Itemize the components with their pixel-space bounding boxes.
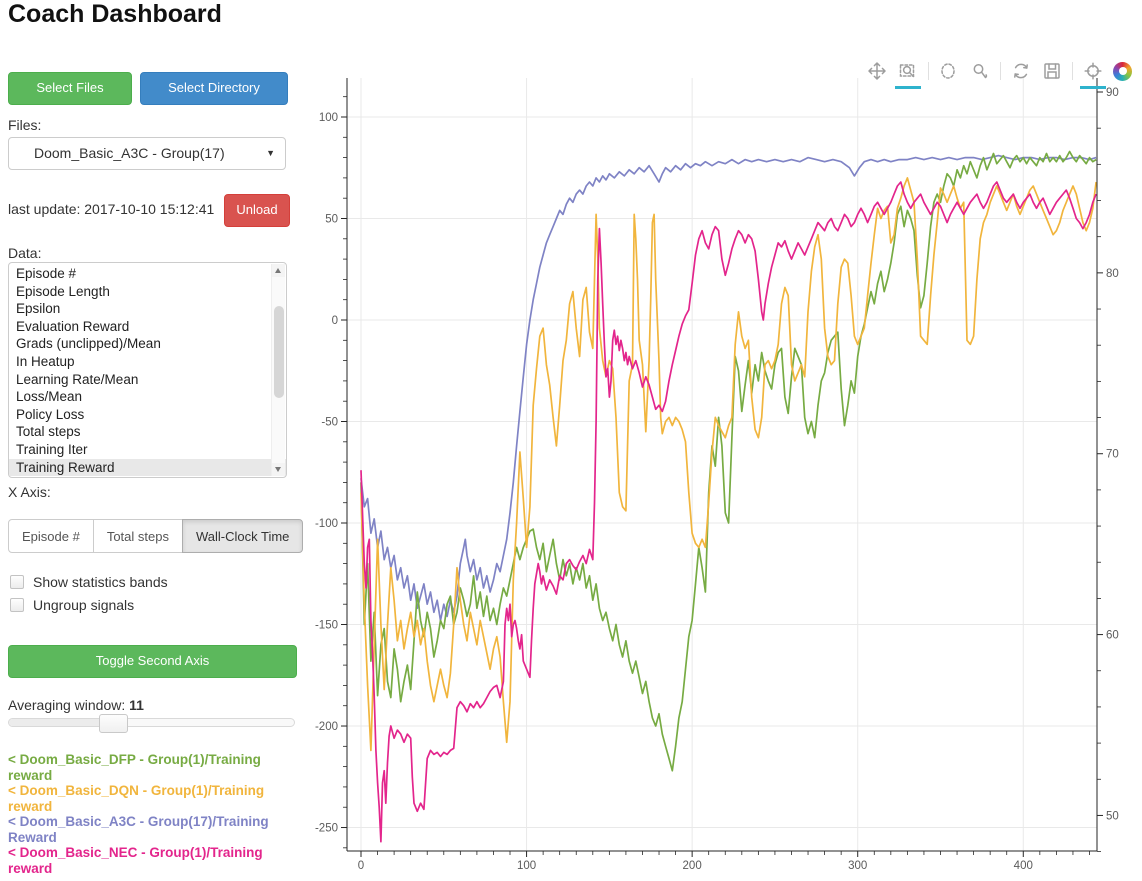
averaging-window-slider[interactable] (8, 714, 295, 733)
left-y-tick-label: 50 (325, 213, 338, 225)
legend-item-dfp[interactable]: < Doom_Basic_DFP - Group(1)/Training rew… (8, 752, 261, 783)
data-list-item[interactable]: Episode Length (16, 283, 110, 299)
legend-item-a3c[interactable]: < Doom_Basic_A3C - Group(17)/Training Re… (8, 814, 269, 845)
right-y-tick-label: 50 (1106, 810, 1119, 822)
chevron-down-icon: ▼ (266, 148, 275, 158)
series-line (360, 181, 1097, 843)
toolbar-separator (1000, 62, 1001, 80)
data-list-item[interactable]: Policy Loss (16, 406, 85, 422)
left-y-tick-label: -150 (315, 620, 338, 632)
averaging-window-value: 11 (129, 697, 144, 713)
left-y-tick-label: -250 (315, 823, 338, 835)
data-label: Data: (8, 245, 42, 261)
bokeh-logo-icon[interactable] (1113, 61, 1132, 81)
data-listbox[interactable]: Episode # Episode Length Epsilon Evaluation… (8, 262, 287, 478)
x-axis-option-episode-[interactable]: Episode # (8, 519, 94, 553)
page-title: Coach Dashboard (8, 0, 222, 28)
data-list-item[interactable]: Epsilon (16, 301, 61, 317)
legend-item-dqn[interactable]: < Doom_Basic_DQN - Group(1)/Training rew… (8, 783, 265, 814)
x-tick-label: 200 (683, 860, 702, 872)
series-line (360, 154, 1097, 622)
left-y-tick-label: 100 (319, 112, 338, 124)
data-list-item[interactable]: Loss/Mean (16, 389, 83, 405)
scroll-down-icon[interactable] (272, 463, 285, 476)
show-statistics-bands-checkbox[interactable] (10, 575, 24, 589)
data-list-item[interactable]: Evaluation Reward (16, 318, 130, 334)
unload-button[interactable]: Unload (224, 194, 290, 227)
data-list-item[interactable]: Episode # (16, 266, 77, 281)
series-line (360, 150, 1097, 772)
lasso-select-icon[interactable] (938, 60, 960, 82)
left-y-tick-label: -200 (315, 721, 338, 733)
show-statistics-bands-label: Show statistics bands (33, 574, 168, 590)
right-y-tick-label: 90 (1106, 87, 1119, 99)
x-axis-button-group: Episode # Total steps Wall-Clock Time (8, 519, 304, 553)
show-statistics-bands-row: Show statistics bands (10, 574, 168, 590)
save-icon[interactable] (1041, 60, 1063, 82)
files-label: Files: (8, 117, 42, 133)
ungroup-signals-checkbox[interactable] (10, 598, 24, 612)
hover-icon[interactable] (1080, 60, 1106, 89)
data-list-item[interactable]: Grads (unclipped)/Mean (16, 336, 161, 352)
pan-icon[interactable] (866, 60, 888, 82)
reset-icon[interactable] (1010, 60, 1032, 82)
x-tick-label: 0 (358, 860, 364, 872)
sidebar: Coach Dashboard Select Files Select Dire… (0, 0, 320, 881)
data-list-item[interactable]: Training Iter (16, 441, 88, 457)
wheel-zoom-icon[interactable] (969, 60, 991, 82)
select-files-button[interactable]: Select Files (8, 72, 132, 105)
scroll-up-icon[interactable] (272, 264, 285, 277)
file-select-dropdown[interactable]: Doom_Basic_A3C - Group(17) ▼ (8, 137, 286, 170)
data-list-item[interactable]: In Heatup (16, 353, 75, 369)
slider-fill (9, 719, 107, 726)
right-y-tick-label: 80 (1106, 268, 1119, 280)
toggle-second-axis-button[interactable]: Toggle Second Axis (8, 645, 297, 678)
legend-item-nec[interactable]: < Doom_Basic_NEC - Group(1)/Training rew… (8, 845, 263, 876)
select-directory-button[interactable]: Select Directory (140, 72, 288, 105)
plot-toolbar (866, 60, 1132, 89)
slider-thumb[interactable] (99, 714, 128, 733)
x-tick-label: 100 (517, 860, 536, 872)
scrollbar-thumb[interactable] (273, 306, 284, 398)
last-update-text: last update: 2017-10-10 15:12:41 (8, 201, 215, 217)
right-y-tick-label: 70 (1106, 449, 1119, 461)
legend: < Doom_Basic_DFP - Group(1)/Training rew… (8, 752, 292, 876)
x-axis-option-wall-clock-time[interactable]: Wall-Clock Time (181, 519, 304, 553)
right-y-tick-label: 60 (1106, 630, 1119, 642)
toolbar-separator (1072, 62, 1073, 80)
box-zoom-icon[interactable] (895, 60, 921, 89)
scrollbar[interactable] (271, 264, 285, 476)
left-y-tick-label: -100 (315, 518, 338, 530)
x-axis-option-total-steps[interactable]: Total steps (92, 519, 183, 553)
x-tick-label: 400 (1014, 860, 1033, 872)
series-line (360, 177, 1097, 752)
ungroup-signals-label: Ungroup signals (33, 597, 135, 613)
left-y-tick-label: -50 (321, 417, 338, 429)
file-select-value: Doom_Basic_A3C - Group(17) (34, 145, 225, 161)
data-list-item[interactable]: Training Reward (9, 458, 286, 477)
averaging-window-label: Averaging window: 11 (8, 697, 144, 713)
left-y-tick-label: 0 (332, 315, 338, 327)
data-list-item[interactable]: Total steps (16, 424, 81, 440)
toolbar-separator (928, 62, 929, 80)
data-list-item[interactable]: Learning Rate/Mean (16, 371, 139, 387)
x-tick-label: 300 (848, 860, 867, 872)
ungroup-signals-row: Ungroup signals (10, 597, 134, 613)
x-axis-label: X Axis: (8, 484, 51, 500)
